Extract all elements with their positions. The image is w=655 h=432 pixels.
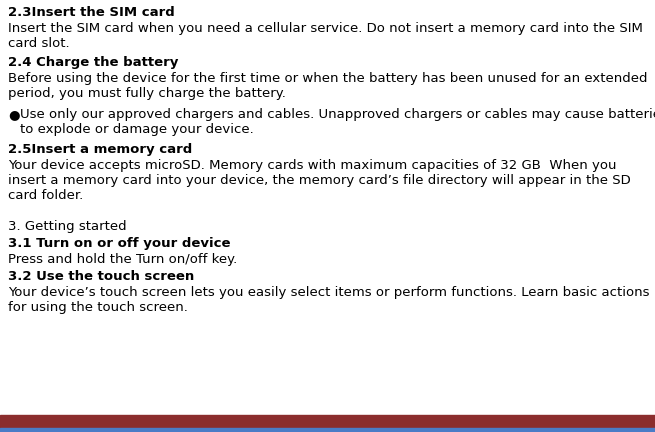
Text: 3.2 Use the touch screen: 3.2 Use the touch screen bbox=[8, 270, 195, 283]
Text: Your device accepts microSD. Memory cards with maximum capacities of 32 GB  When: Your device accepts microSD. Memory card… bbox=[8, 159, 631, 202]
Bar bbox=[0, 415, 655, 428]
Text: Insert the SIM card when you need a cellular service. Do not insert a memory car: Insert the SIM card when you need a cell… bbox=[8, 22, 643, 50]
Text: 2.4 Charge the battery: 2.4 Charge the battery bbox=[8, 56, 178, 69]
Text: 2.5Insert a memory card: 2.5Insert a memory card bbox=[8, 143, 193, 156]
Text: 3.1 Turn on or off your device: 3.1 Turn on or off your device bbox=[8, 237, 231, 250]
Text: Before using the device for the first time or when the battery has been unused f: Before using the device for the first ti… bbox=[8, 72, 648, 100]
Text: Use only our approved chargers and cables. Unapproved chargers or cables may cau: Use only our approved chargers and cable… bbox=[20, 108, 655, 136]
Bar bbox=[0, 428, 655, 432]
Text: 2.3Insert the SIM card: 2.3Insert the SIM card bbox=[8, 6, 175, 19]
Text: 3. Getting started: 3. Getting started bbox=[8, 220, 126, 233]
Text: ●: ● bbox=[8, 108, 20, 121]
Text: Press and hold the Turn on/off key.: Press and hold the Turn on/off key. bbox=[8, 253, 237, 266]
Text: Your device’s touch screen lets you easily select items or perform functions. Le: Your device’s touch screen lets you easi… bbox=[8, 286, 650, 314]
